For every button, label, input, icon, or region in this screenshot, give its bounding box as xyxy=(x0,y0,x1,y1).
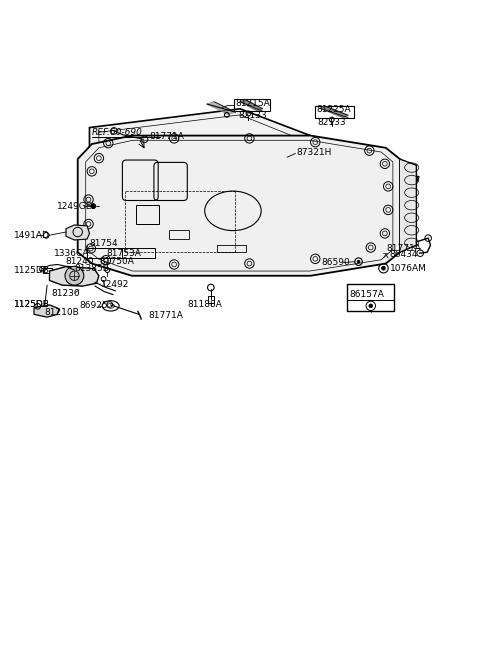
Circle shape xyxy=(357,260,360,263)
Circle shape xyxy=(382,267,385,270)
Text: 81210B: 81210B xyxy=(45,308,80,317)
Bar xyxy=(135,205,159,224)
Text: 81771A: 81771A xyxy=(387,244,421,253)
Text: 81385B: 81385B xyxy=(74,264,109,273)
Bar xyxy=(87,248,156,258)
Bar xyxy=(208,296,214,303)
Text: 1336CA: 1336CA xyxy=(54,249,90,258)
Bar xyxy=(347,284,394,311)
Text: 81753A: 81753A xyxy=(106,249,141,258)
Text: 86434: 86434 xyxy=(390,250,418,259)
Bar xyxy=(43,269,52,273)
Text: 82133: 82133 xyxy=(239,111,267,120)
Text: 81750A: 81750A xyxy=(99,257,134,266)
Polygon shape xyxy=(78,136,400,276)
Text: 86925: 86925 xyxy=(79,301,108,310)
Text: 12492: 12492 xyxy=(101,280,130,289)
Polygon shape xyxy=(49,267,99,286)
Text: 81771A: 81771A xyxy=(150,132,184,141)
Polygon shape xyxy=(400,159,416,252)
Text: 1076AM: 1076AM xyxy=(390,264,426,272)
Text: 1125DB: 1125DB xyxy=(14,301,50,309)
Polygon shape xyxy=(240,100,263,111)
Text: 81215A: 81215A xyxy=(235,99,270,107)
Polygon shape xyxy=(207,102,235,115)
Polygon shape xyxy=(127,243,165,255)
Bar xyxy=(87,248,122,258)
Polygon shape xyxy=(66,225,89,240)
Text: 86157A: 86157A xyxy=(349,290,384,299)
Text: 81240: 81240 xyxy=(65,257,94,266)
Polygon shape xyxy=(320,106,348,118)
Circle shape xyxy=(65,267,84,285)
Text: REF.60-690: REF.60-690 xyxy=(92,128,143,136)
Text: 81754: 81754 xyxy=(89,239,118,248)
Text: 1491AD: 1491AD xyxy=(14,231,50,240)
Text: 1249GE: 1249GE xyxy=(57,202,92,211)
Polygon shape xyxy=(34,305,59,317)
Bar xyxy=(169,230,189,239)
Text: 1125DB: 1125DB xyxy=(14,301,50,309)
Text: 86590: 86590 xyxy=(321,258,349,267)
Text: 81225A: 81225A xyxy=(316,105,351,114)
Text: 81188A: 81188A xyxy=(187,301,222,309)
Bar xyxy=(315,106,354,118)
Circle shape xyxy=(369,304,372,308)
Text: 1125DB: 1125DB xyxy=(14,266,50,274)
Polygon shape xyxy=(89,109,419,243)
Bar xyxy=(234,100,270,111)
Text: 87321H: 87321H xyxy=(297,148,332,157)
Text: 81230: 81230 xyxy=(52,289,81,297)
Circle shape xyxy=(91,204,96,208)
Bar xyxy=(217,245,246,252)
Text: 82133: 82133 xyxy=(318,119,346,127)
Polygon shape xyxy=(127,252,165,264)
Text: 81771A: 81771A xyxy=(148,310,183,320)
